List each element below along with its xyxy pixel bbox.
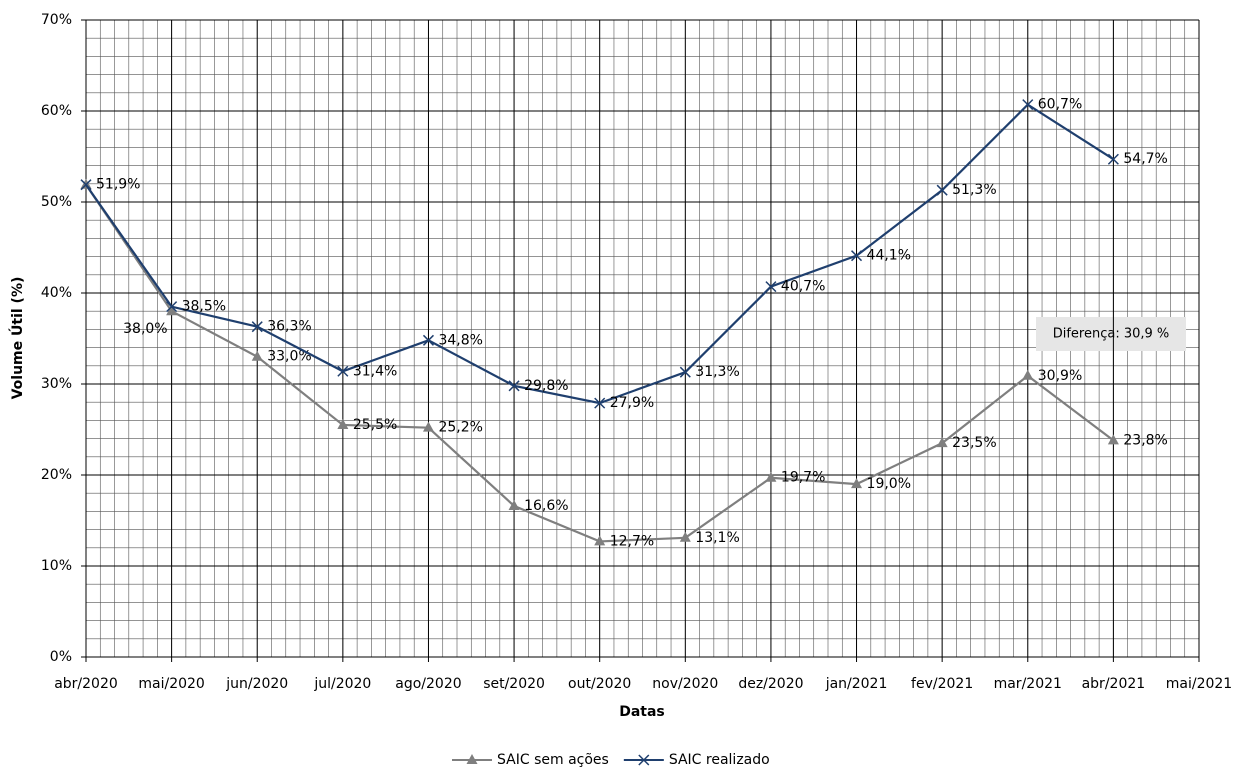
marker	[851, 478, 863, 489]
marker	[765, 471, 777, 482]
y-tick-label: 40%	[41, 285, 72, 301]
data-label: 40,7%	[781, 279, 825, 295]
marker	[251, 350, 263, 361]
data-label: 19,0%	[867, 476, 911, 492]
x-tick-label: mar/2021	[994, 676, 1062, 692]
data-label: 31,4%	[353, 363, 397, 379]
marker	[251, 321, 263, 333]
y-axis-title: Volume Útil (%)	[8, 277, 26, 400]
x-tick-label: out/2020	[568, 676, 631, 692]
marker	[638, 754, 650, 766]
marker	[679, 366, 691, 378]
x-tick-label: mai/2021	[1166, 676, 1232, 692]
data-label: 31,3%	[695, 364, 739, 380]
x-tick-label: jul/2020	[313, 676, 371, 692]
y-tick-label: 10%	[41, 558, 72, 574]
data-label: 12,7%	[610, 533, 654, 549]
marker	[1107, 153, 1119, 165]
y-tick-label: 50%	[41, 194, 72, 210]
legend-label: SAIC sem ações	[497, 752, 609, 768]
data-label: 27,9%	[610, 395, 654, 411]
data-label: 54,7%	[1123, 151, 1167, 167]
x-axis-title: Datas	[619, 704, 665, 720]
data-label: 30,9%	[1038, 368, 1082, 384]
y-tick-label: 30%	[41, 376, 72, 392]
y-tick-label: 70%	[41, 12, 72, 28]
x-tick-label: nov/2020	[652, 676, 718, 692]
marker	[337, 365, 349, 377]
x-tick-label: fev/2021	[911, 676, 973, 692]
x-tick-label: jan/2021	[825, 676, 888, 692]
data-label: 38,0%	[123, 321, 167, 337]
marker	[594, 535, 606, 546]
data-label: 38,5%	[182, 299, 226, 315]
data-label: 13,1%	[695, 530, 739, 546]
data-label: 25,2%	[438, 420, 482, 436]
marker	[1107, 434, 1119, 445]
data-label: 44,1%	[867, 248, 911, 264]
annotation: Diferença: 30,9 %	[1053, 327, 1170, 342]
data-label: 25,5%	[353, 417, 397, 433]
marker	[422, 334, 434, 346]
marker	[466, 754, 478, 764]
data-label: 33,0%	[267, 349, 311, 365]
marker	[508, 499, 520, 510]
marker	[765, 281, 777, 293]
marker	[508, 380, 520, 392]
marker	[337, 418, 349, 429]
annotation-box	[1036, 317, 1186, 351]
y-tick-label: 0%	[50, 649, 72, 665]
marker	[851, 250, 863, 262]
x-tick-label: ago/2020	[395, 676, 461, 692]
marker	[1022, 99, 1034, 111]
x-tick-label: mai/2020	[138, 676, 204, 692]
marker	[166, 301, 178, 313]
data-label: 16,6%	[524, 498, 568, 514]
marker	[422, 421, 434, 432]
data-label: 23,8%	[1123, 432, 1167, 448]
data-label: 36,3%	[267, 319, 311, 335]
data-label: 19,7%	[781, 470, 825, 486]
marker	[80, 179, 92, 191]
x-tick-label: abr/2021	[1082, 676, 1146, 692]
marker	[936, 184, 948, 196]
x-tick-label: jun/2020	[225, 676, 288, 692]
data-label: 51,3%	[952, 182, 996, 198]
marker	[166, 305, 178, 316]
x-tick-label: dez/2020	[738, 676, 803, 692]
data-label: 60,7%	[1038, 97, 1082, 113]
data-label: 29,8%	[524, 378, 568, 394]
y-tick-label: 60%	[41, 103, 72, 119]
marker	[594, 397, 606, 409]
data-label: 34,8%	[438, 332, 482, 348]
data-label: 51,9%	[96, 177, 140, 193]
x-tick-label: abr/2020	[54, 676, 118, 692]
legend-label: SAIC realizado	[669, 752, 770, 768]
data-label: 23,5%	[952, 435, 996, 451]
marker	[936, 437, 948, 448]
y-tick-label: 20%	[41, 467, 72, 483]
marker	[1022, 369, 1034, 380]
x-tick-label: set/2020	[483, 676, 545, 692]
marker	[679, 531, 691, 542]
